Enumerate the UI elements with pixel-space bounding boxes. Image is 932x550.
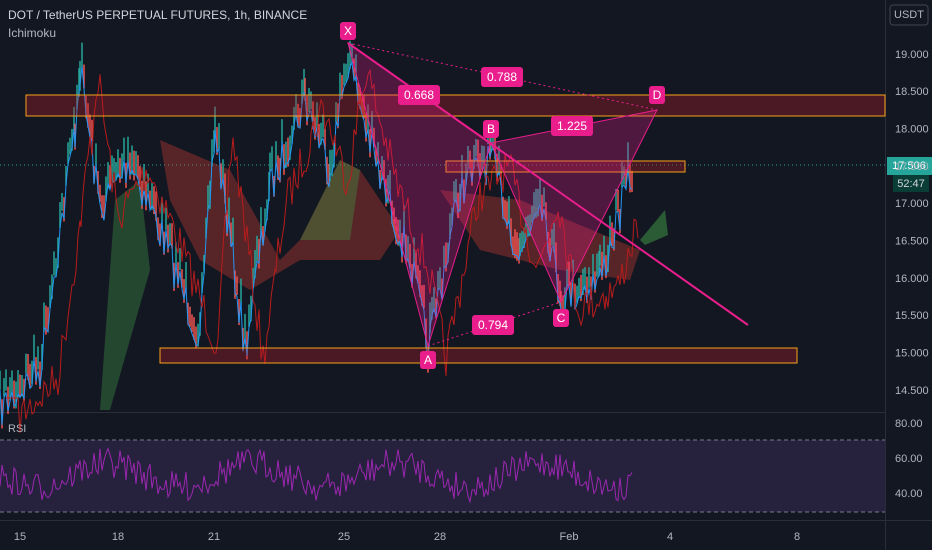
cloud-green bbox=[640, 210, 668, 245]
ratio-label: 0.668 bbox=[404, 88, 434, 102]
currency[interactable]: USDT bbox=[894, 9, 924, 21]
ichimoku-cloud bbox=[100, 140, 668, 410]
time-label: 18 bbox=[112, 531, 124, 543]
rsi-series bbox=[0, 447, 633, 504]
ratio-label: 0.794 bbox=[478, 318, 508, 332]
cloud-red bbox=[440, 190, 640, 280]
time-axis-border bbox=[0, 520, 932, 521]
ratio-box bbox=[481, 67, 523, 87]
ratio-line bbox=[347, 42, 492, 144]
pattern-point: C bbox=[557, 311, 566, 325]
pattern-point-box bbox=[420, 351, 436, 369]
base-line bbox=[6, 68, 639, 433]
current-price: 17.506 bbox=[892, 160, 926, 172]
pattern-point: D bbox=[653, 88, 662, 102]
pattern-point: A bbox=[424, 353, 432, 367]
price-label: 17.000 bbox=[895, 198, 929, 210]
ratio-box bbox=[398, 85, 440, 105]
ratio-box bbox=[472, 315, 514, 335]
zone bbox=[445, 160, 686, 173]
rsi-axis-label: 80.00 bbox=[895, 418, 923, 430]
resistance-zone bbox=[25, 94, 886, 117]
pattern-point: B bbox=[487, 122, 495, 136]
time-label: 8 bbox=[794, 531, 800, 543]
currency-button[interactable] bbox=[889, 4, 929, 26]
pattern-point-box bbox=[340, 22, 356, 40]
time-label: 25 bbox=[338, 531, 350, 543]
rsi-label: RSI bbox=[8, 423, 26, 435]
price-label: 14.500 bbox=[895, 385, 929, 397]
time-label: Feb bbox=[560, 531, 579, 543]
price-label: 19.000 bbox=[895, 49, 929, 61]
price-axis-border bbox=[885, 0, 886, 550]
support-zone bbox=[159, 347, 798, 364]
time-label: 15 bbox=[14, 531, 26, 543]
pattern-point: X bbox=[344, 24, 352, 38]
rsi-axis-label: 60.00 bbox=[895, 453, 923, 465]
time-label: 4 bbox=[667, 531, 673, 543]
price-label: 16.000 bbox=[895, 273, 929, 285]
price-label: 17.500 bbox=[895, 161, 929, 173]
price-tag bbox=[887, 157, 932, 175]
pane-divider bbox=[0, 412, 885, 413]
pattern-point-box bbox=[649, 86, 665, 104]
cloud-green bbox=[300, 160, 360, 240]
ratio-label: 1.225 bbox=[557, 119, 587, 133]
pattern-point-box bbox=[553, 309, 569, 327]
indicator-name: Ichimoku bbox=[8, 26, 56, 40]
pattern-point-box bbox=[483, 120, 499, 138]
price-label: 16.500 bbox=[895, 236, 929, 248]
price-label: 18.000 bbox=[895, 124, 929, 136]
countdown-tag bbox=[893, 175, 929, 192]
rsi-axis-label: 40.00 bbox=[895, 488, 923, 500]
rsi-line bbox=[0, 447, 633, 504]
time-label: 28 bbox=[434, 531, 446, 543]
price-label: 15.500 bbox=[895, 310, 929, 322]
price-label: 18.500 bbox=[895, 86, 929, 98]
time-label: 21 bbox=[208, 531, 220, 543]
ratio-label: 0.788 bbox=[487, 70, 517, 84]
ratio-box bbox=[551, 116, 593, 136]
cloud-green bbox=[100, 180, 150, 410]
countdown: 52:47 bbox=[897, 178, 925, 190]
chart-title: DOT / TetherUS PERPETUAL FUTURES, 1h, BI… bbox=[8, 8, 307, 22]
price-label: 15.000 bbox=[895, 348, 929, 360]
